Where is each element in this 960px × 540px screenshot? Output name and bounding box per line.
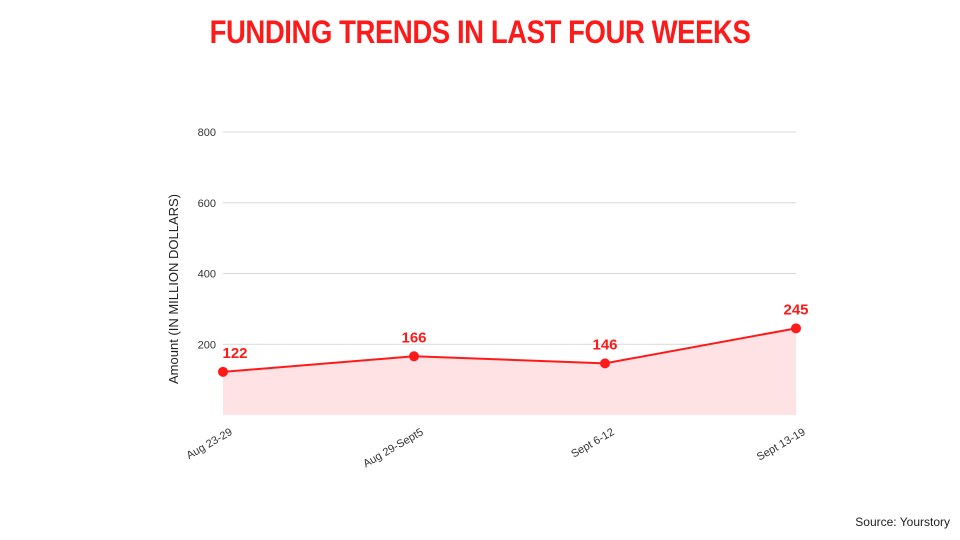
x-tick-label: Aug 23-29	[185, 426, 235, 462]
x-tick-label: Aug 29-Sept5	[361, 426, 425, 470]
data-label: 122	[222, 345, 247, 362]
x-axis-ticks: Aug 23-29 Aug 29-Sept5 Sept 6-12 Sept 13-19	[185, 426, 808, 470]
series-line	[222, 327, 797, 373]
source-note: Source: Yourstory	[855, 515, 950, 529]
series-area	[223, 328, 796, 415]
x-tick-label: Sept 13-19	[755, 426, 808, 463]
y-tick-label: 400	[198, 269, 216, 281]
x-tick-label: Sept 6-12	[569, 426, 616, 460]
data-labels: 122 166 146 245	[222, 301, 808, 362]
data-point	[409, 351, 419, 362]
data-point	[600, 358, 610, 369]
y-tick-label: 800	[198, 127, 216, 139]
y-axis-ticks: 200 400 600 800	[198, 127, 216, 351]
y-tick-label: 600	[198, 198, 216, 210]
y-tick-label: 200	[198, 339, 216, 351]
data-label: 166	[401, 329, 426, 346]
data-point	[218, 366, 228, 377]
y-axis-label: Amount (IN MILLION DOLLARS)	[166, 194, 181, 384]
data-point	[791, 323, 801, 334]
grid-lines	[223, 131, 796, 345]
data-points	[218, 323, 801, 377]
data-label: 245	[783, 301, 808, 318]
chart-title: FUNDING TRENDS IN LAST FOUR WEEKS	[209, 14, 751, 50]
data-label: 146	[592, 336, 617, 353]
